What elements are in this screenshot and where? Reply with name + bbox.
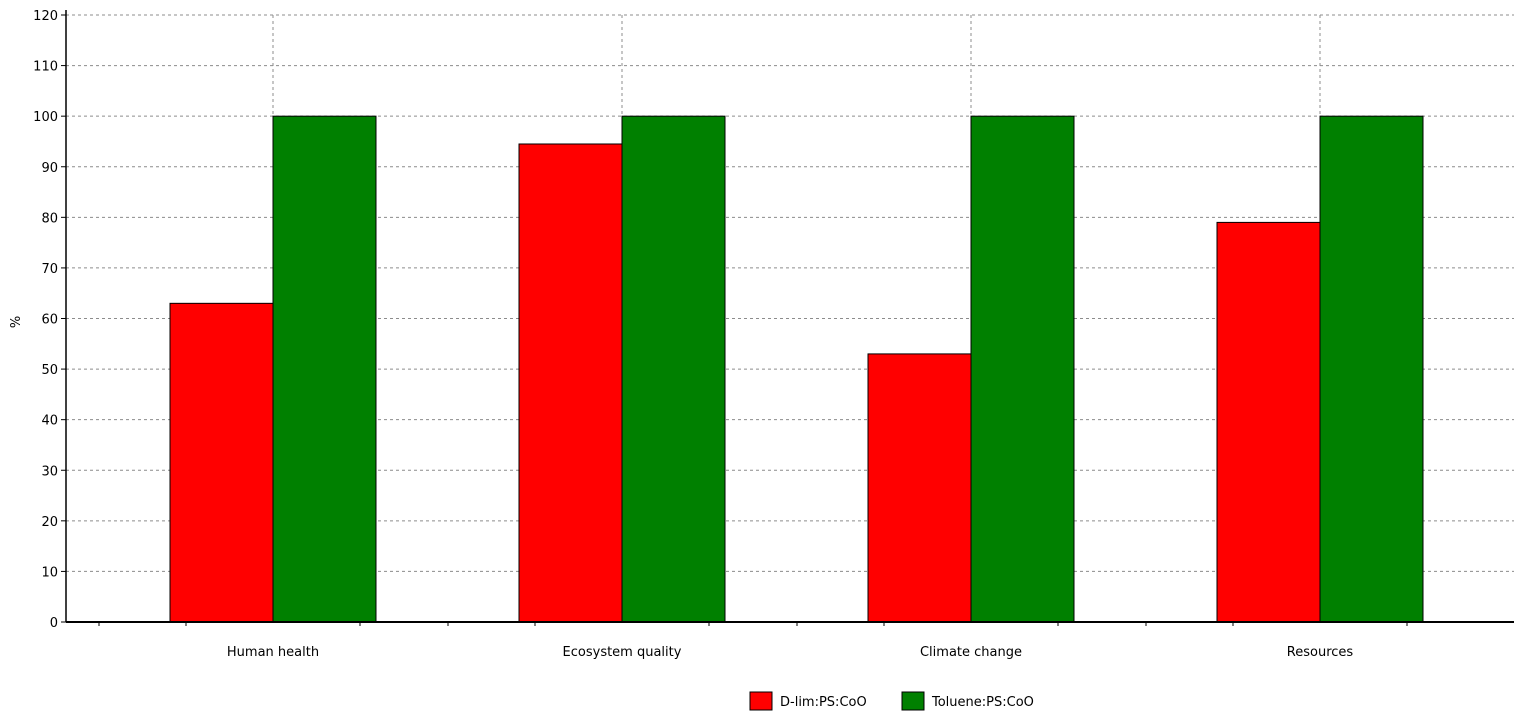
y-tick-label: 70 bbox=[41, 262, 58, 277]
bar bbox=[867, 353, 972, 623]
bar bbox=[1216, 221, 1321, 623]
bars bbox=[169, 115, 1424, 623]
y-tick-label: 20 bbox=[41, 515, 58, 530]
bar bbox=[169, 302, 274, 623]
x-category-label: Human health bbox=[227, 645, 319, 660]
legend-swatch bbox=[749, 691, 773, 711]
legend-label: Toluene:PS:CoO bbox=[931, 695, 1034, 710]
legend-swatch bbox=[901, 691, 925, 711]
legend-label: D-lim:PS:CoO bbox=[780, 695, 867, 710]
x-category-label: Ecosystem quality bbox=[563, 645, 682, 660]
bar bbox=[272, 115, 377, 623]
y-tick-label: 10 bbox=[41, 565, 58, 580]
bar bbox=[518, 143, 623, 623]
y-tick-label: 60 bbox=[41, 313, 58, 328]
y-tick-label: 100 bbox=[33, 110, 58, 125]
x-axis-categories: Human health Ecosystem quality Climate cha… bbox=[227, 645, 1354, 660]
bar bbox=[1319, 115, 1424, 623]
bar bbox=[621, 115, 726, 623]
y-tick-label: 80 bbox=[41, 211, 58, 226]
bar bbox=[970, 115, 1075, 623]
y-axis-label: % bbox=[9, 316, 24, 328]
axes bbox=[65, 10, 1514, 626]
y-tick-label: 50 bbox=[41, 363, 58, 378]
x-category-label: Climate change bbox=[920, 645, 1022, 660]
y-tick-label: 40 bbox=[41, 414, 58, 429]
x-category-label: Resources bbox=[1287, 645, 1354, 660]
y-tick-label: 110 bbox=[33, 60, 58, 75]
y-tick-label: 0 bbox=[50, 616, 58, 631]
y-tick-label: 120 bbox=[33, 9, 58, 24]
y-tick-label: 30 bbox=[41, 464, 58, 479]
y-tick-label: 90 bbox=[41, 161, 58, 176]
legend: D-lim:PS:CoO Toluene:PS:CoO bbox=[749, 691, 1034, 711]
y-axis-ticks: 0 10 20 30 40 50 60 70 80 90 100 110 120 bbox=[33, 9, 66, 631]
